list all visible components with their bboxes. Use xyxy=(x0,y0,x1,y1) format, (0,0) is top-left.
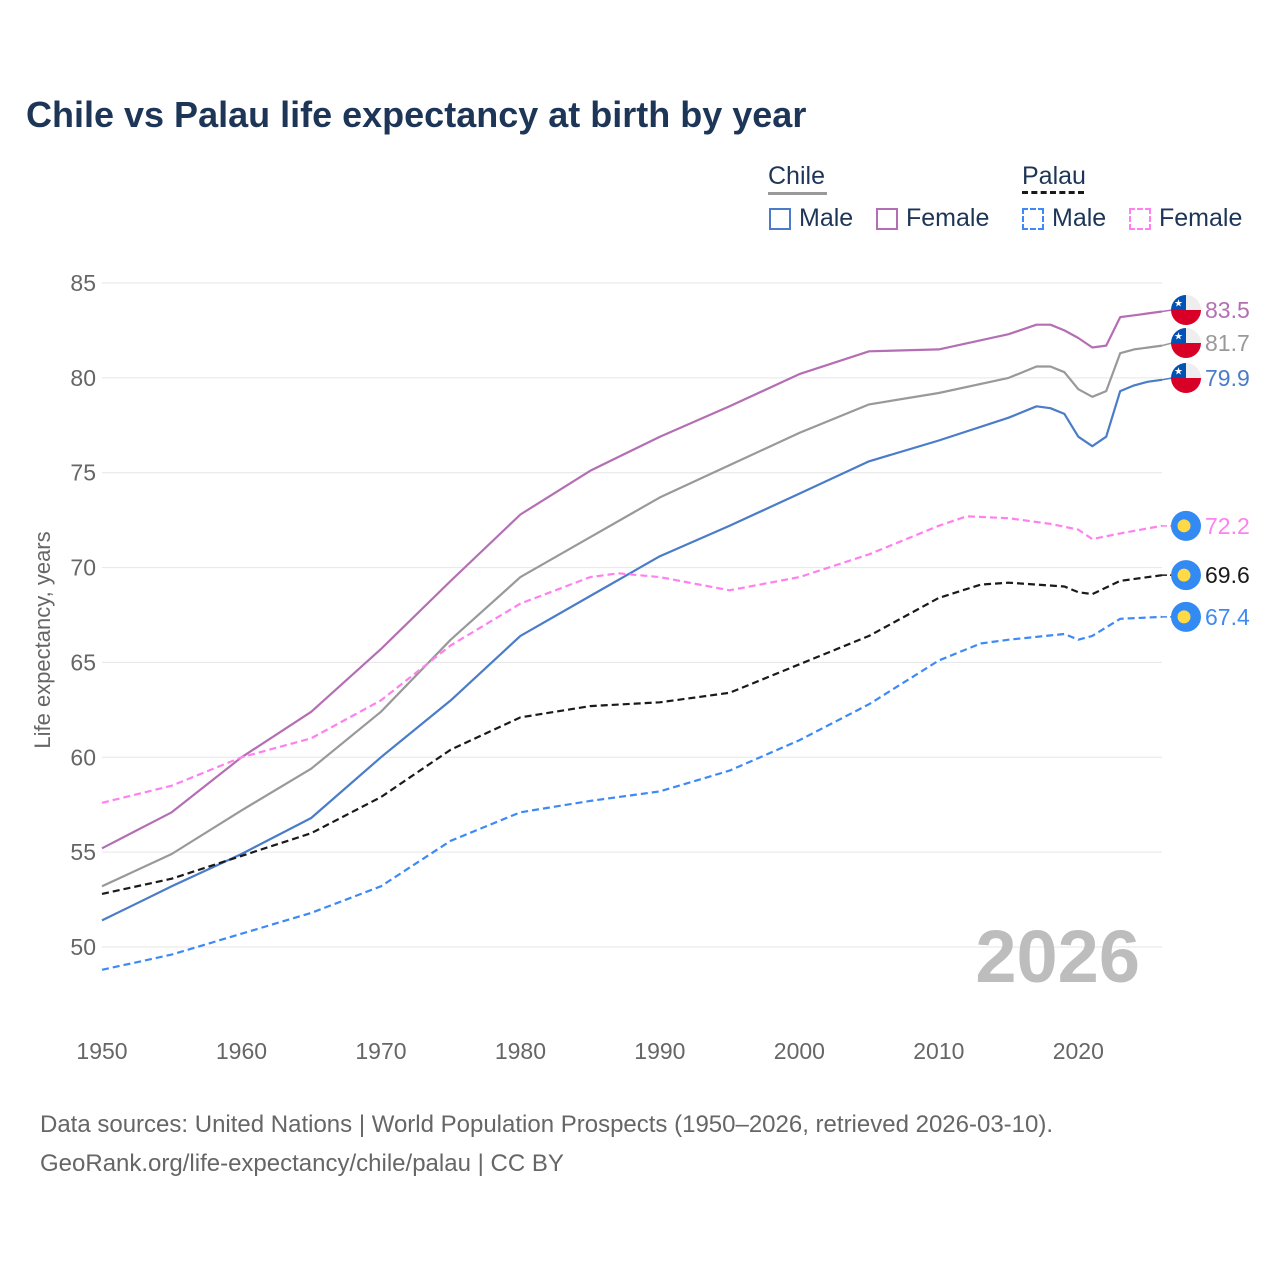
x-tick-label: 1950 xyxy=(76,1038,127,1064)
flag-moon xyxy=(1177,519,1191,533)
series-line-chile-male xyxy=(101,378,1163,922)
y-axis-label: Life expectancy, years xyxy=(30,531,55,748)
end-value-label: 69.6 xyxy=(1205,562,1250,588)
y-tick-label: 85 xyxy=(70,270,96,296)
y-tick-label: 75 xyxy=(70,460,96,486)
x-tick-label: 2020 xyxy=(1053,1038,1104,1064)
end-value-label: 79.9 xyxy=(1205,365,1250,391)
flag-moon xyxy=(1177,568,1191,582)
x-tick-label: 1990 xyxy=(634,1038,685,1064)
legend-swatch-palau-female xyxy=(1129,208,1151,230)
series-line-palau xyxy=(101,574,1163,895)
flag-red xyxy=(1171,378,1201,393)
source-line-1: Data sources: United Nations | World Pop… xyxy=(40,1111,1054,1138)
legend-swatch-chile-male xyxy=(769,208,791,230)
x-tick-label: 2010 xyxy=(913,1038,964,1064)
legend-chile-line xyxy=(768,192,827,195)
legend-group-chile: Chile xyxy=(768,162,825,190)
chile-flag-icon: ★ xyxy=(1171,295,1201,325)
flag-body: ★ xyxy=(1171,295,1201,325)
series-line-palau-female xyxy=(101,515,1163,804)
series-line-chile-female xyxy=(101,310,1163,850)
chile-flag-icon: ★ xyxy=(1171,363,1201,393)
flag-body: ★ xyxy=(1171,363,1201,393)
flag-red xyxy=(1171,343,1201,358)
source-line-2[interactable]: GeoRank.org/life-expectancy/chile/palau … xyxy=(40,1150,564,1177)
palau-flag-icon xyxy=(1171,510,1201,541)
legend-chile-female[interactable]: Female xyxy=(906,204,990,232)
flag-moon xyxy=(1177,610,1191,624)
chile-flag-icon: ★ xyxy=(1171,328,1201,358)
legend-palau-line xyxy=(1022,191,1084,194)
end-value-label: 67.4 xyxy=(1205,604,1250,630)
x-tick-label: 1960 xyxy=(216,1038,267,1064)
y-tick-label: 55 xyxy=(70,839,96,865)
legend-swatch-chile-female xyxy=(876,208,898,230)
legend-chile-male[interactable]: Male xyxy=(799,204,854,232)
y-tick-label: 60 xyxy=(70,744,96,770)
palau-flag-icon xyxy=(1171,601,1201,632)
flag-body: ★ xyxy=(1171,328,1201,358)
y-tick-label: 50 xyxy=(70,934,96,960)
label-connector xyxy=(1161,309,1173,313)
end-value-label: 72.2 xyxy=(1205,513,1250,539)
series-line-chile xyxy=(101,344,1163,888)
x-tick-label: 1980 xyxy=(495,1038,546,1064)
palau-flag-icon xyxy=(1171,560,1201,591)
source-note: Data sources: United Nations | World Pop… xyxy=(40,1105,1053,1183)
x-tick-label: 2000 xyxy=(774,1038,825,1064)
label-connector xyxy=(1161,377,1173,381)
end-value-label: 81.7 xyxy=(1205,330,1250,356)
flag-star: ★ xyxy=(1174,367,1183,378)
chart-title: Chile vs Palau life expectancy at birth … xyxy=(26,94,807,135)
flag-red xyxy=(1171,310,1201,325)
legend-group-palau: Palau xyxy=(1022,162,1086,190)
year-watermark: 2026 xyxy=(975,915,1140,998)
legend-palau-male[interactable]: Male xyxy=(1052,204,1107,232)
x-tick-label: 1970 xyxy=(355,1038,406,1064)
y-tick-label: 65 xyxy=(70,649,96,675)
legend-swatch-palau-male xyxy=(1022,208,1044,230)
label-connector xyxy=(1161,342,1173,347)
end-value-label: 83.5 xyxy=(1205,297,1250,323)
legend-palau-female[interactable]: Female xyxy=(1159,204,1243,232)
flag-star: ★ xyxy=(1174,299,1183,310)
flag-star: ★ xyxy=(1174,332,1183,343)
y-tick-label: 70 xyxy=(70,555,96,581)
y-tick-label: 80 xyxy=(70,365,96,391)
